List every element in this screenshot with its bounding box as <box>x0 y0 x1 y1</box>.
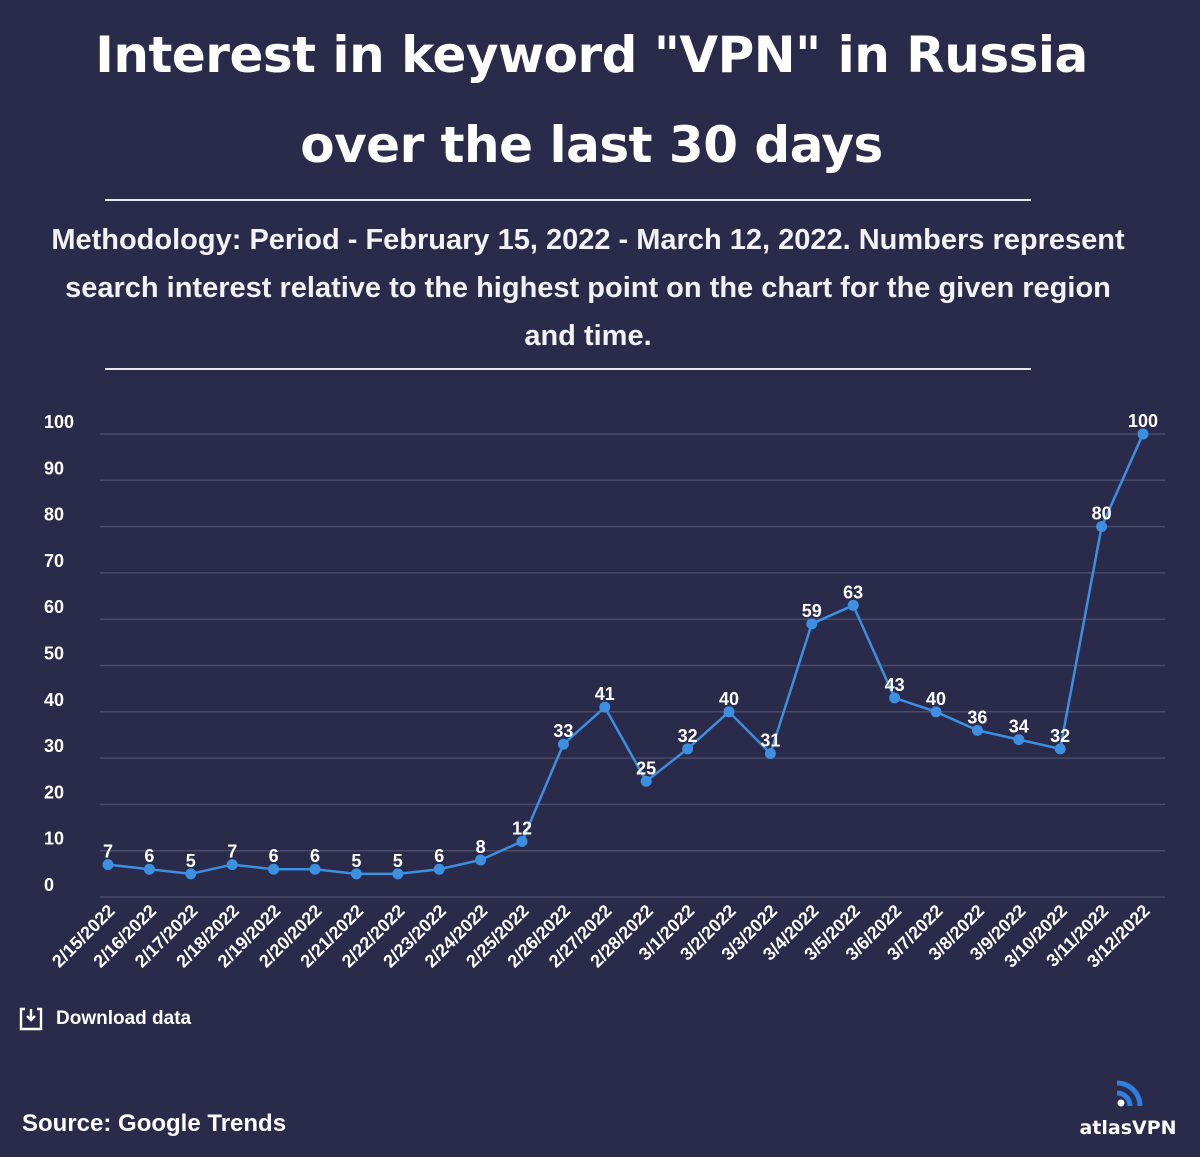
data-point <box>889 692 901 704</box>
data-label: 25 <box>636 758 656 778</box>
data-point <box>185 868 197 880</box>
source-note: Source: Google Trends <box>22 1110 287 1137</box>
y-tick-label: 20 <box>44 782 64 802</box>
data-label: 6 <box>144 846 154 866</box>
divider-top <box>105 199 1031 201</box>
series-line <box>107 433 1145 876</box>
data-point <box>475 854 487 866</box>
y-tick-label: 10 <box>44 829 64 849</box>
atlasvpn-logo: atlasVPN <box>1072 1076 1184 1139</box>
data-label: 40 <box>926 689 946 709</box>
download-label: Download data <box>56 1008 192 1029</box>
data-point <box>599 701 611 713</box>
y-tick-label: 60 <box>44 597 64 617</box>
data-point <box>433 863 445 875</box>
data-label: 59 <box>802 601 822 621</box>
data-point <box>847 599 859 611</box>
data-point <box>392 868 404 880</box>
data-label: 7 <box>227 842 237 862</box>
data-point <box>971 724 983 736</box>
data-point <box>268 863 280 875</box>
data-point <box>682 743 694 755</box>
data-point <box>1137 428 1149 440</box>
data-point <box>226 859 238 871</box>
methodology-text: Methodology: Period - February 15, 2022 … <box>51 224 1125 352</box>
data-point <box>1096 521 1108 533</box>
data-point <box>143 863 155 875</box>
download-icon <box>19 1007 43 1031</box>
data-label: 34 <box>1009 717 1029 737</box>
data-point <box>640 775 652 787</box>
data-point <box>1054 743 1066 755</box>
data-point <box>723 706 735 718</box>
data-label: 40 <box>719 689 739 709</box>
title-line-1: Interest in keyword "VPN" in Russia <box>95 26 1088 84</box>
download-data-button[interactable]: Download data <box>18 1006 191 1032</box>
data-point <box>102 859 114 871</box>
data-point <box>350 868 362 880</box>
data-point <box>764 747 776 759</box>
chart-title: Interest in keyword "VPN" in Russia over… <box>0 10 1183 190</box>
y-tick-label: 90 <box>44 458 64 478</box>
data-point <box>1013 734 1025 746</box>
data-label: 5 <box>393 851 403 871</box>
data-label: 43 <box>885 675 905 695</box>
y-tick-label: 80 <box>44 505 64 525</box>
logo-text: atlasVPN <box>1079 1117 1177 1139</box>
y-tick-label: 70 <box>44 551 64 571</box>
data-label: 7 <box>103 842 113 862</box>
divider-bottom <box>105 368 1031 370</box>
data-point <box>516 835 528 847</box>
atlasvpn-logo-icon <box>1116 1080 1143 1107</box>
y-tick-label: 100 <box>44 412 74 432</box>
data-label: 5 <box>186 851 196 871</box>
data-point <box>930 706 942 718</box>
data-label: 63 <box>843 582 863 602</box>
y-tick-label: 40 <box>44 690 64 710</box>
y-tick-label: 0 <box>44 875 54 895</box>
data-label: 32 <box>678 726 698 746</box>
data-point <box>309 863 321 875</box>
data-point <box>806 618 818 630</box>
data-label: 36 <box>967 707 987 727</box>
data-label: 100 <box>1128 411 1158 431</box>
data-label: 41 <box>595 684 615 704</box>
title-line-2: over the last 30 days <box>300 116 883 174</box>
y-tick-label: 30 <box>44 736 64 756</box>
data-label: 32 <box>1050 726 1070 746</box>
data-label: 12 <box>512 818 532 838</box>
data-label: 80 <box>1092 504 1112 524</box>
line-chart: 0 10 20 30 40 50 60 70 80 90 100 7 6 5 7 6 6 5 5 6 8 12 33 41 25… <box>44 411 1165 971</box>
data-label: 5 <box>351 851 361 871</box>
y-tick-label: 50 <box>44 644 64 664</box>
data-label: 31 <box>760 730 780 750</box>
data-label: 6 <box>434 846 444 866</box>
data-label: 6 <box>310 846 320 866</box>
data-point <box>557 738 569 750</box>
data-label: 8 <box>476 837 486 857</box>
data-label: 6 <box>269 846 279 866</box>
data-label: 33 <box>553 721 573 741</box>
